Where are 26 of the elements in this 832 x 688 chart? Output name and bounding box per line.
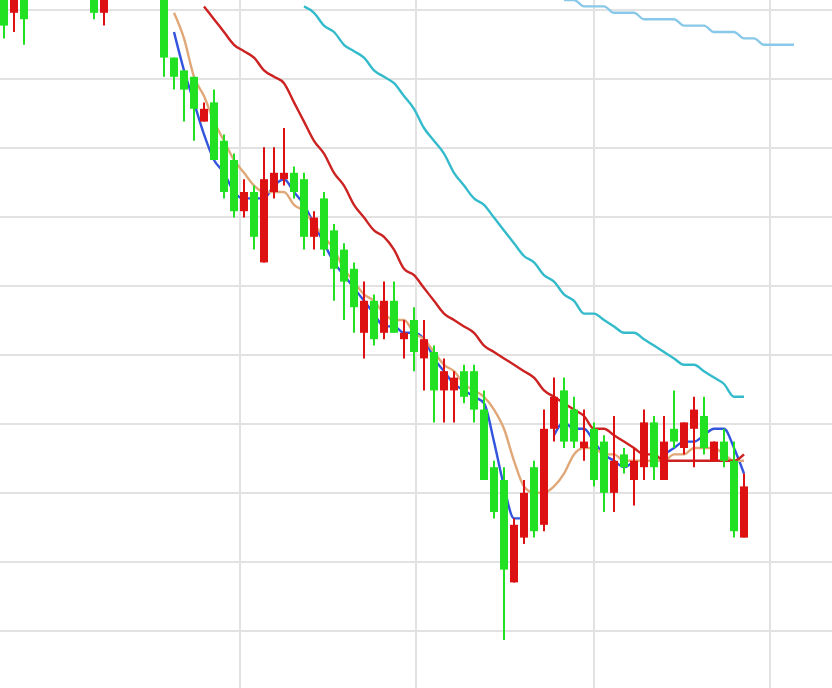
- candlestick: [390, 280, 398, 334]
- candlestick: [720, 427, 728, 469]
- candlestick: [410, 306, 418, 373]
- candlestick: [240, 178, 248, 219]
- candlestick: [400, 319, 408, 360]
- candlestick: [370, 293, 378, 347]
- candlestick: [700, 395, 708, 456]
- candlestick: [250, 184, 258, 251]
- candlestick: [670, 389, 678, 449]
- candlestick: [100, 0, 108, 27]
- candlestick: [660, 415, 668, 481]
- candlestick: [20, 0, 28, 46]
- candlestick: [10, 0, 18, 33]
- candlestick: [580, 408, 588, 462]
- candlestick: [380, 280, 388, 341]
- candlestick: [430, 344, 438, 424]
- candlestick: [620, 447, 628, 475]
- candlestick: [610, 415, 618, 513]
- candlestick: [650, 415, 658, 481]
- candlestick: [0, 0, 8, 40]
- candlestick: [420, 319, 428, 392]
- candlestick: [550, 376, 558, 443]
- candlestick: [90, 0, 98, 21]
- candlestick: [200, 101, 208, 123]
- candlestick: [360, 280, 368, 360]
- candlestick: [310, 210, 318, 251]
